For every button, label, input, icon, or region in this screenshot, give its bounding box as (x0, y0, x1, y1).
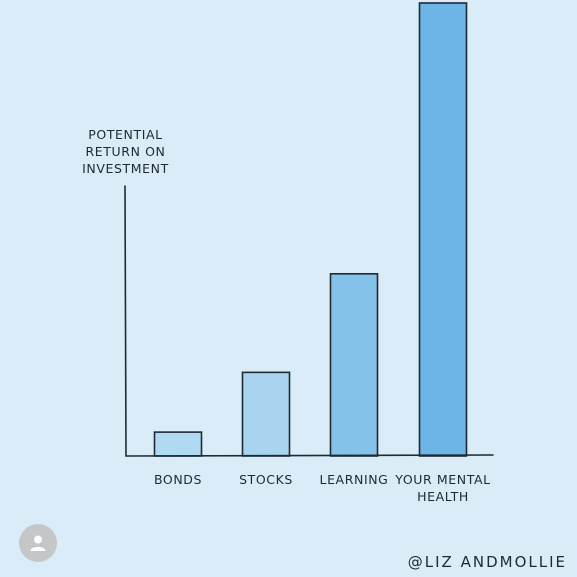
credit-handle: @LIZ ANDMOLLIE (407, 553, 567, 571)
category-label: YOUR MENTAL HEALTH (383, 471, 503, 505)
category-label-line: YOUR MENTAL (395, 472, 491, 487)
bar-bonds (153, 431, 203, 457)
y-axis-label-line: POTENTIAL (88, 127, 163, 142)
category-label-line: BONDS (153, 472, 203, 487)
bar-learning (329, 273, 379, 457)
y-axis-label-line: INVESTMENT (82, 161, 169, 176)
user-icon (30, 535, 46, 551)
category-label: LEARNING (294, 471, 414, 488)
category-label-line: HEALTH (417, 489, 469, 504)
category-label-line: STOCKS (239, 472, 293, 487)
bar-your-mental-health (418, 2, 468, 457)
bar-stocks (241, 371, 291, 457)
category-label-line: LEARNING (319, 472, 389, 487)
x-axis-line (125, 454, 494, 457)
y-axis-label-line: RETURN ON (85, 144, 166, 159)
category-label: STOCKS (206, 471, 326, 488)
y-axis-line (124, 185, 127, 457)
y-axis-label: POTENTIAL RETURN ON INVESTMENT (78, 126, 173, 177)
category-label: BONDS (118, 471, 238, 488)
avatar[interactable] (19, 524, 57, 562)
